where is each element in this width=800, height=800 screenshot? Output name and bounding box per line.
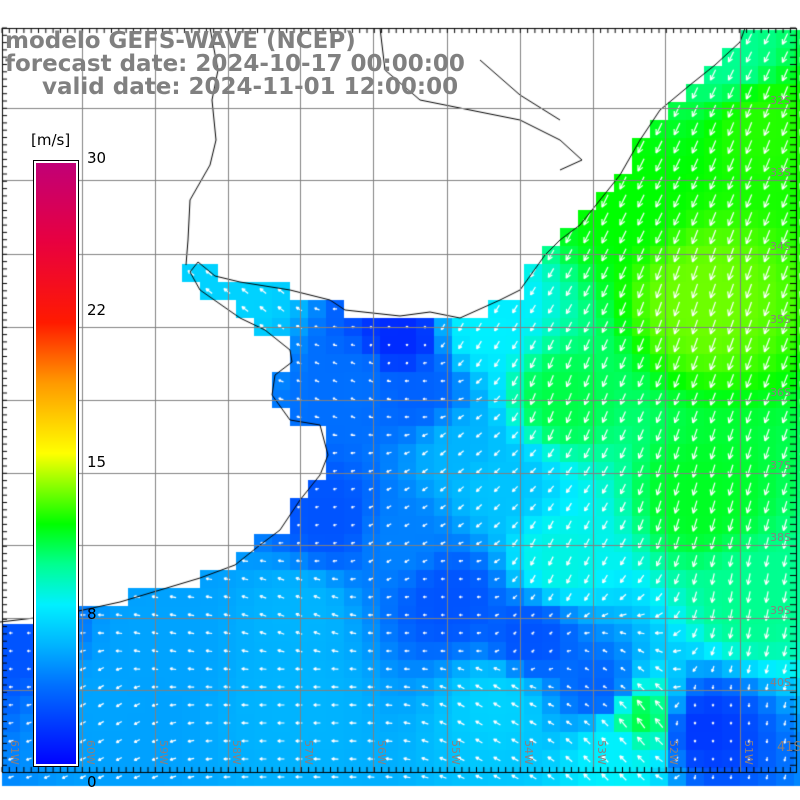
colorbar-tick: 15	[87, 453, 107, 471]
lat-label: 34S	[770, 240, 791, 253]
lat-label: 40S	[770, 676, 791, 689]
colorbar-tick: 8	[87, 605, 97, 623]
lon-label: 56W	[375, 740, 388, 765]
lat-label: 41S	[777, 740, 800, 755]
lon-label: 52W	[667, 740, 680, 765]
colorbar	[33, 160, 79, 767]
colorbar-tick: 22	[87, 301, 107, 319]
model-title: modelo GEFS-WAVE (NCEP)	[5, 28, 356, 54]
lon-label: 51W	[742, 740, 755, 765]
forecast-date: forecast date: 2024-10-17 00:00:00	[5, 51, 465, 77]
lat-label: 33S	[770, 166, 791, 179]
lon-label: 61W	[8, 740, 21, 765]
lat-label: 39S	[770, 604, 791, 617]
lon-label: 53W	[595, 740, 608, 765]
lat-label: 32S	[770, 94, 791, 107]
valid-date: valid date: 2024-11-01 12:00:00	[42, 74, 459, 100]
lon-label: 60W	[84, 740, 97, 765]
lat-label: 38S	[770, 531, 791, 544]
colorbar-tick: 30	[87, 149, 107, 167]
lon-label: 57W	[302, 740, 315, 765]
lon-label: 58W	[230, 740, 243, 765]
lon-label: 55W	[449, 740, 462, 765]
colorbar-tick: 0	[87, 773, 97, 791]
lat-label: 37S	[770, 459, 791, 472]
lon-label: 54W	[522, 740, 535, 765]
lon-label: 59W	[157, 740, 170, 765]
lat-label: 36S	[770, 386, 791, 399]
colorbar-unit: [m/s]	[31, 131, 71, 149]
lat-label: 35S	[770, 313, 791, 326]
